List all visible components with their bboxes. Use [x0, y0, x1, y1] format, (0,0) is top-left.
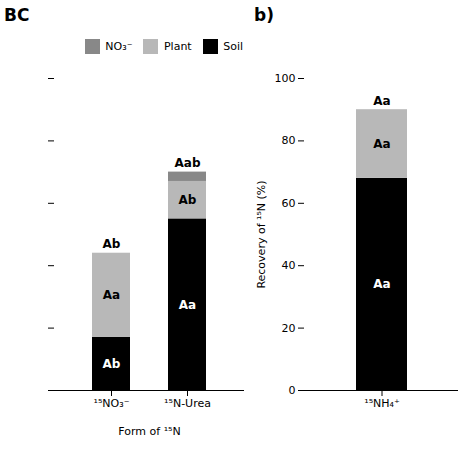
svg-text:Aa: Aa [373, 94, 390, 108]
html-text:b): b) [254, 5, 274, 25]
svg-text:0: 0 [289, 384, 296, 397]
svg-text:40: 40 [282, 259, 296, 272]
svg-text:Recovery of ¹⁵N (%): Recovery of ¹⁵N (%) [255, 180, 268, 288]
svg-text:80: 80 [282, 134, 296, 147]
svg-text:¹⁵NH₄⁺: ¹⁵NH₄⁺ [364, 397, 400, 410]
html-text:NO₃⁻: NO₃⁻ [105, 40, 133, 53]
svg-text:Aa: Aa [179, 298, 196, 312]
svg-text:Form of ¹⁵N: Form of ¹⁵N [118, 425, 180, 438]
svg-text:Ab: Ab [103, 237, 121, 251]
svg-text:Aab: Aab [175, 156, 201, 170]
html-text:Soil: Soil [223, 40, 243, 53]
svg-text:Aa: Aa [373, 137, 390, 151]
svg-text:20: 20 [282, 322, 296, 335]
svg-text:60: 60 [282, 197, 296, 210]
svg-text:Aa: Aa [103, 288, 120, 302]
svg-text:Ab: Ab [179, 193, 197, 207]
svg-text:¹⁵N-Urea: ¹⁵N-Urea [164, 397, 211, 410]
svg-text:Aa: Aa [373, 277, 390, 291]
svg-text:100: 100 [275, 72, 296, 85]
svg-text:Ab: Ab [103, 357, 121, 371]
html-text:Plant: Plant [164, 40, 192, 53]
svg-text:¹⁵NO₃⁻: ¹⁵NO₃⁻ [94, 397, 130, 410]
html-text:BC: BC [4, 5, 30, 25]
